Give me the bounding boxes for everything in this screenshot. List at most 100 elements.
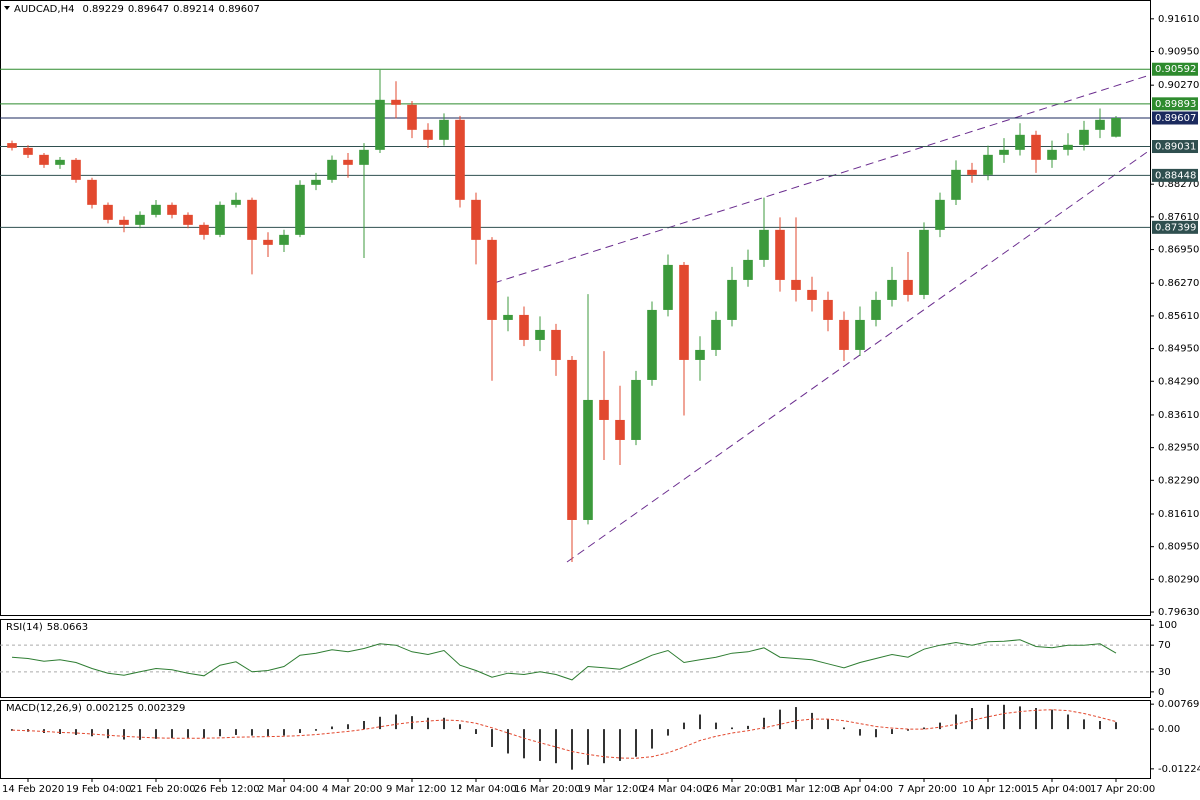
candle-body xyxy=(359,149,369,165)
x-tick-label: 19 Feb 04:00 xyxy=(66,784,132,795)
y-tick-label: 0.82950 xyxy=(1158,443,1199,454)
candle-body xyxy=(439,119,449,140)
y-tick-label: 0 xyxy=(1158,687,1164,698)
y-tick-label: 0.86950 xyxy=(1158,245,1199,256)
price-level-label: 0.87399 xyxy=(1155,222,1196,233)
candle-body xyxy=(167,204,177,215)
candle-body xyxy=(391,99,401,105)
x-tick-label: 10 Apr 12:00 xyxy=(962,784,1027,795)
candle-body xyxy=(119,219,129,225)
candle-body xyxy=(423,129,433,140)
trend-line xyxy=(566,149,1151,563)
x-tick-label: 21 Feb 20:00 xyxy=(130,784,196,795)
y-tick-label: 0.82290 xyxy=(1158,475,1199,486)
candle-body xyxy=(215,204,225,235)
menu-arrow xyxy=(4,6,10,10)
y-tick-label: 0.80290 xyxy=(1158,574,1199,585)
price-level-box xyxy=(1152,220,1198,234)
y-tick-label: 0.83610 xyxy=(1158,410,1199,421)
candle-body xyxy=(599,399,609,420)
y-tick-label: -0.012245 xyxy=(1158,764,1200,775)
candle-body xyxy=(1031,134,1041,160)
candle-body xyxy=(55,159,65,165)
signal-line xyxy=(11,709,1117,759)
candle-body xyxy=(551,329,561,360)
candle-body xyxy=(71,159,81,180)
y-tick-label: 0.00 xyxy=(1158,724,1180,735)
x-tick-label: 14 Feb 2020 xyxy=(2,784,64,795)
candle-body xyxy=(567,359,577,520)
x-tick-label: 3 Apr 04:00 xyxy=(834,784,893,795)
macd-value: 0.002125 xyxy=(86,703,134,714)
candle-body xyxy=(807,289,817,300)
candle-body xyxy=(727,279,737,320)
low: 0.89214 xyxy=(173,4,214,15)
y-tick-label: 30 xyxy=(1158,667,1171,678)
y-tick-label: 0.84950 xyxy=(1158,344,1199,355)
x-tick-label: 17 Apr 20:00 xyxy=(1090,784,1155,795)
candle-body xyxy=(247,199,257,240)
rsi-frame xyxy=(0,619,1151,698)
price-level-box xyxy=(1152,62,1198,76)
x-tick-label: 16 Mar 20:00 xyxy=(514,784,581,795)
price-level-box xyxy=(1152,111,1198,125)
trend-line xyxy=(493,74,1151,284)
candle-body xyxy=(503,314,513,320)
signal-value: 0.002329 xyxy=(138,703,186,714)
macd-header: MACD(12,26,9) 0.002125 0.002329 xyxy=(6,703,185,714)
candle-body xyxy=(1095,119,1105,130)
candle-body xyxy=(263,239,273,245)
candle-body xyxy=(487,239,497,320)
candle-body xyxy=(871,299,881,320)
y-tick-label: 0.90950 xyxy=(1158,46,1199,57)
open: 0.89229 xyxy=(82,4,123,15)
candle-body xyxy=(103,204,113,220)
y-tick-label: 0.85610 xyxy=(1158,311,1199,322)
candle-body xyxy=(7,143,17,148)
y-tick-label: 0.84290 xyxy=(1158,376,1199,387)
x-tick-label: 26 Feb 12:00 xyxy=(194,784,260,795)
candle-body xyxy=(823,299,833,320)
x-tick-label: 7 Apr 20:00 xyxy=(898,784,957,795)
price-level-label: 0.88448 xyxy=(1155,170,1196,181)
y-tick-label: 70 xyxy=(1158,640,1171,651)
x-tick-label: 9 Mar 12:00 xyxy=(386,784,446,795)
rsi-header: RSI(14) 58.0663 xyxy=(6,622,88,633)
candle-body xyxy=(1111,117,1121,137)
y-tick-label: 0.81610 xyxy=(1158,509,1199,520)
x-tick-label: 4 Mar 20:00 xyxy=(322,784,382,795)
y-tick-label: 0.79630 xyxy=(1158,607,1199,618)
y-tick-label: 0.80950 xyxy=(1158,542,1199,553)
x-tick-label: 12 Mar 04:00 xyxy=(450,784,517,795)
y-tick-label: 0.90270 xyxy=(1158,80,1199,91)
candle-body xyxy=(759,229,769,260)
x-tick-label: 24 Mar 04:00 xyxy=(642,784,709,795)
price-level-box xyxy=(1152,168,1198,182)
price-level-label: 0.90592 xyxy=(1155,64,1196,75)
candle-body xyxy=(887,279,897,300)
price-level-label: 0.89031 xyxy=(1155,142,1196,153)
main-frame xyxy=(0,0,1151,616)
price-level-label: 0.89893 xyxy=(1155,99,1196,110)
candle-body xyxy=(775,229,785,280)
candle-body xyxy=(279,234,289,245)
symbol: AUDCAD,H4 xyxy=(14,4,74,15)
candle-body xyxy=(791,279,801,290)
macd-frame xyxy=(0,700,1151,779)
candle-body xyxy=(679,264,689,360)
candle-body xyxy=(919,229,929,295)
y-tick-label: 100 xyxy=(1158,620,1177,631)
candle-body xyxy=(183,214,193,225)
y-tick-label: 0.88270 xyxy=(1158,179,1199,190)
candle-body xyxy=(695,349,705,360)
rsi-value: 58.0663 xyxy=(47,622,88,633)
candle-body xyxy=(343,159,353,165)
candle-body xyxy=(375,99,385,150)
candle-body xyxy=(1079,129,1089,145)
candle-body xyxy=(711,319,721,350)
candle-body xyxy=(1015,134,1025,150)
price-level-box xyxy=(1152,97,1198,111)
candle-body xyxy=(87,179,97,205)
candle-body xyxy=(535,329,545,340)
